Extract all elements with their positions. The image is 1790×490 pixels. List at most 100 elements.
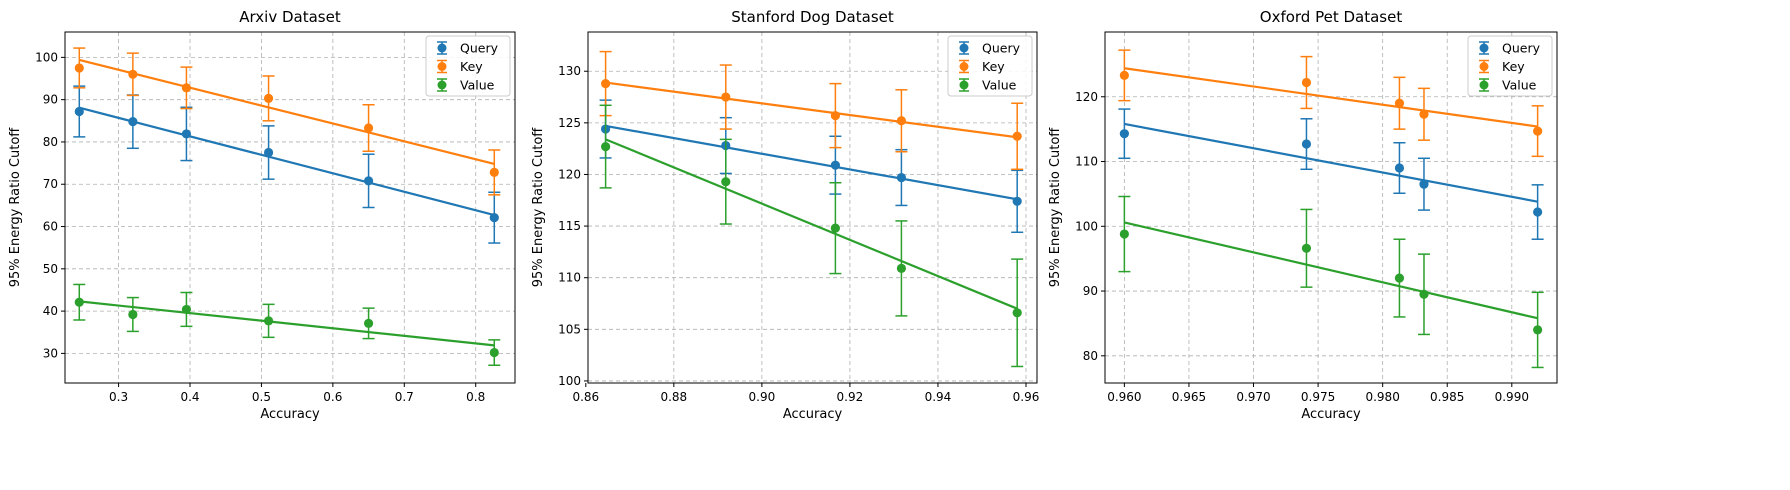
x-tick-label: 0.94 — [925, 390, 952, 404]
x-tick-label: 0.965 — [1172, 390, 1206, 404]
legend-marker-key — [437, 62, 447, 71]
chart-title: Stanford Dog Dataset — [731, 8, 894, 26]
data-point-value — [830, 223, 840, 233]
legend-marker-value — [959, 80, 969, 90]
y-tick-label: 120 — [1075, 90, 1098, 104]
y-tick-label: 40 — [43, 304, 58, 318]
y-tick-label: 125 — [558, 116, 581, 130]
legend-box — [1467, 35, 1553, 97]
x-tick-label: 0.86 — [572, 390, 599, 404]
y-axis-label: 95% Energy Ratio Cutoff — [8, 127, 23, 288]
y-tick-label: 105 — [558, 322, 581, 336]
fit-line-value — [1124, 221, 1538, 320]
legend-marker-query — [437, 43, 447, 53]
x-tick-label: 0.88 — [660, 390, 687, 404]
data-point-value — [363, 318, 374, 328]
data-point-key — [128, 69, 138, 79]
y-tick-label: 80 — [1083, 349, 1098, 363]
x-tick-label: 0.3 — [109, 390, 128, 404]
data-point-value — [1419, 289, 1429, 299]
data-point-value — [489, 347, 499, 358]
legend-label-value: Value — [1502, 78, 1537, 93]
x-tick-label: 0.4 — [180, 390, 199, 404]
y-tick-label: 100 — [558, 374, 581, 388]
fit-line-value — [605, 138, 1018, 310]
y-tick-label: 30 — [43, 346, 58, 360]
y-tick-label: 90 — [43, 93, 58, 107]
data-point-query — [1394, 163, 1405, 173]
data-point-value — [1012, 308, 1022, 318]
fit-line-key — [79, 58, 495, 166]
x-tick-label: 0.990 — [1495, 390, 1529, 404]
data-point-query — [181, 129, 192, 139]
series-value — [1118, 195, 1544, 369]
fit-line-query — [79, 106, 495, 217]
y-tick-label: 120 — [558, 167, 581, 181]
data-point-query — [74, 106, 84, 117]
series-query — [1118, 108, 1544, 240]
legend-marker-query — [959, 43, 969, 53]
chart-title: Arxiv Dataset — [239, 8, 341, 26]
fit-line-query — [605, 124, 1018, 201]
x-tick-label: 0.96 — [1013, 390, 1040, 404]
x-tick-label: 0.7 — [395, 390, 414, 404]
data-point-query — [1119, 129, 1129, 139]
y-tick-label: 110 — [558, 271, 581, 285]
x-axis-label: Accuracy — [260, 407, 320, 422]
legend-label-query: Query — [982, 41, 1021, 56]
chart-panel-3: 0.960 0.965 0.970 0.975 0.980 0.985 0.990 80 90 1… — [1048, 8, 1558, 422]
fit-line-key — [1124, 67, 1538, 128]
data-point-key — [263, 93, 274, 103]
data-point-query — [1012, 196, 1022, 206]
x-axis-label: Accuracy — [1301, 407, 1361, 422]
axes-frame — [64, 31, 516, 384]
data-point-query — [128, 117, 138, 127]
data-point-key — [896, 116, 907, 126]
data-point-value — [1394, 273, 1405, 283]
chart-title: Oxford Pet Dataset — [1260, 8, 1403, 26]
x-tick-label: 0.960 — [1107, 390, 1141, 404]
y-axis-label: 95% Energy Ratio Cutoff — [1048, 127, 1063, 288]
legend-box — [947, 35, 1033, 97]
x-tick-label: 0.92 — [837, 390, 864, 404]
data-point-key — [1533, 126, 1543, 136]
y-tick-label: 115 — [558, 219, 581, 233]
legend-label-key: Key — [1502, 59, 1525, 74]
data-point-query — [830, 160, 840, 170]
fit-line-value — [79, 300, 495, 347]
y-tick-label: 60 — [43, 220, 58, 234]
legend-marker-key — [959, 62, 969, 71]
legend-label-key: Key — [460, 59, 483, 74]
series-value — [73, 283, 501, 366]
series-key — [73, 47, 501, 196]
data-point-key — [1012, 131, 1022, 141]
data-point-key — [1119, 70, 1129, 80]
x-tick-label: 0.8 — [466, 390, 485, 404]
data-point-query — [263, 147, 274, 158]
x-tick-label: 0.90 — [749, 390, 776, 404]
y-tick-label: 70 — [43, 177, 58, 191]
series-key — [599, 50, 1024, 171]
legend: Query Key Value — [1467, 35, 1553, 97]
data-point-value — [721, 177, 731, 187]
x-tick-label: 0.970 — [1236, 390, 1270, 404]
data-point-query — [489, 213, 499, 223]
axes-frame — [1104, 31, 1558, 384]
data-point-key — [830, 111, 840, 121]
data-point-key — [1419, 109, 1429, 119]
y-tick-label: 110 — [1075, 155, 1098, 169]
y-tick-label: 50 — [43, 262, 58, 276]
legend-marker-value — [1479, 80, 1489, 90]
data-point-value — [74, 297, 84, 307]
data-point-query — [363, 176, 374, 186]
y-tick-label: 100 — [1075, 219, 1098, 233]
fit-line-key — [605, 81, 1018, 139]
chart-panel-1: 0.3 0.4 0.5 0.6 0.7 0.8 30 40 50 60 70 80 90 100 Arxiv… — [8, 8, 516, 422]
legend-label-value: Value — [460, 78, 495, 93]
x-tick-label: 0.5 — [252, 390, 271, 404]
y-axis-label: 95% Energy Ratio Cutoff — [531, 127, 546, 288]
legend-box — [425, 35, 511, 97]
y-tick-label: 80 — [43, 135, 58, 149]
data-point-value — [896, 263, 907, 274]
